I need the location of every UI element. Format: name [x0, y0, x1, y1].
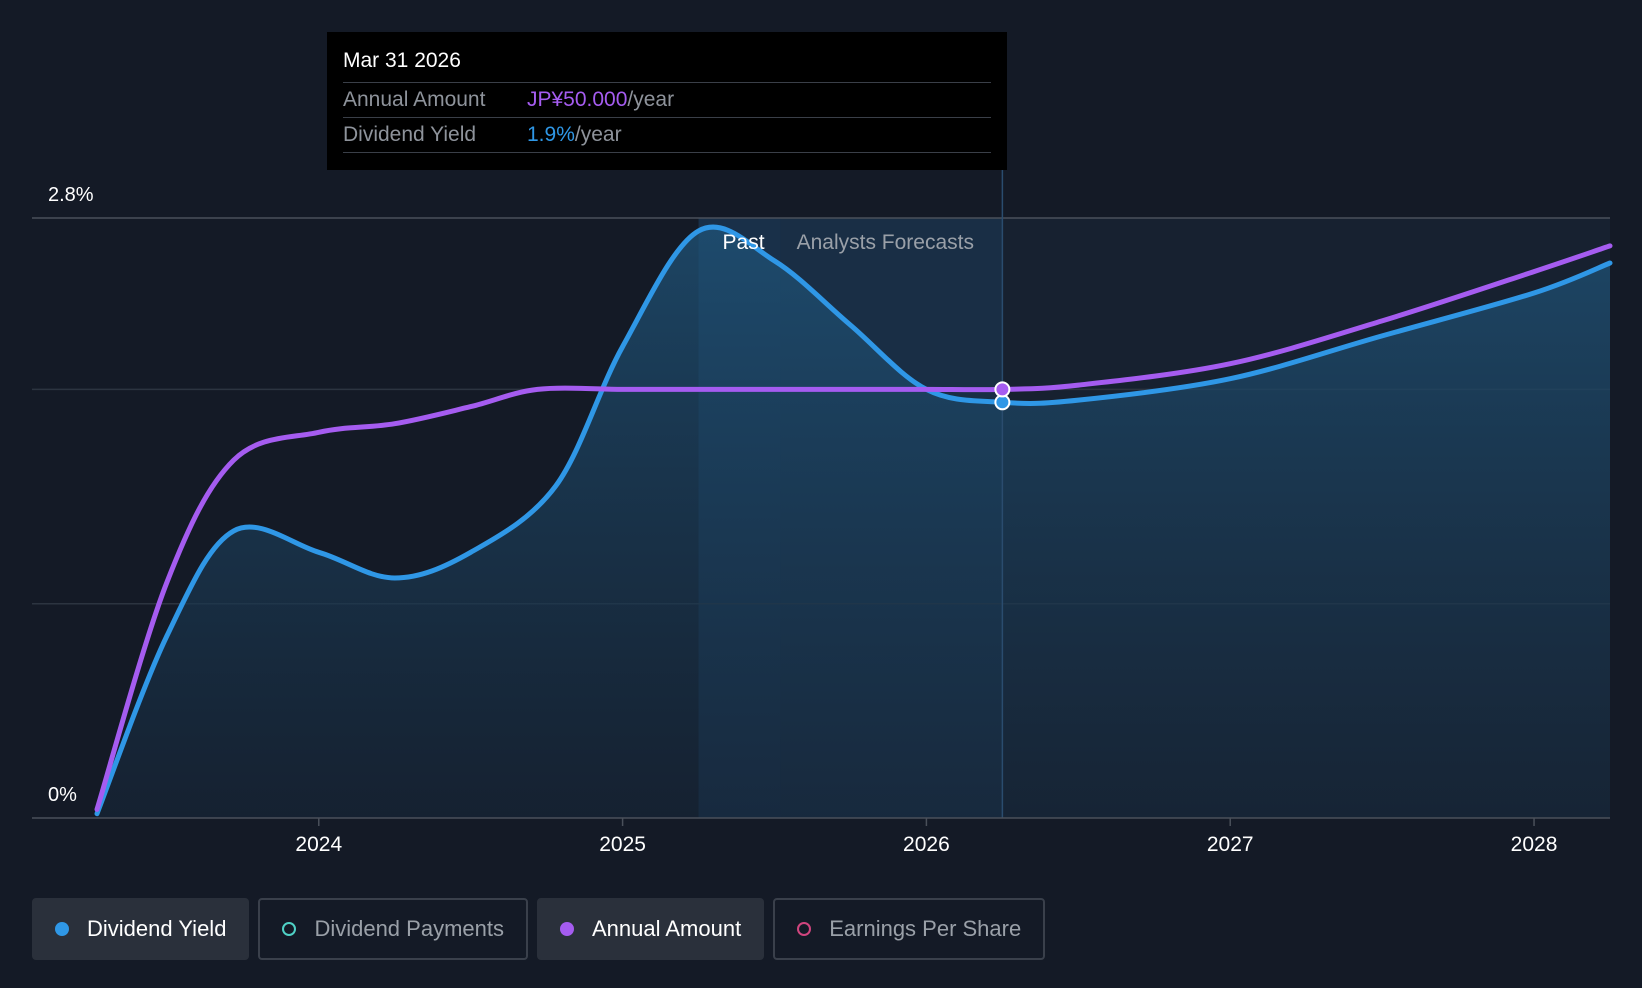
dividend-payments-ring-icon — [282, 922, 297, 936]
legend-earnings-per-share[interactable]: Earnings Per Share — [773, 898, 1046, 960]
x-tick-label: 2028 — [1511, 833, 1558, 856]
tooltip-yield-row: Dividend Yield 1.9% /year — [343, 118, 991, 153]
x-tick-label: 2024 — [295, 833, 342, 856]
legend: Dividend Yield Dividend Payments Annual … — [32, 898, 1046, 960]
tooltip-annual-value: JP¥50.000 — [527, 88, 628, 111]
tooltip-yield-value: 1.9% — [527, 123, 575, 146]
earnings-per-share-ring-icon — [797, 922, 812, 936]
legend-label: Dividend Payments — [314, 916, 504, 941]
x-axis: 2024 2025 2026 2027 2028 — [32, 817, 1610, 856]
annual-amount-marker — [994, 381, 1011, 398]
dividend-yield-line — [94, 224, 1613, 817]
tooltip-annual-label: Annual Amount — [343, 88, 486, 111]
tooltip-annual-unit: /year — [627, 88, 675, 111]
y-tick-label-top: 2.8% — [48, 184, 94, 206]
x-tick-label: 2027 — [1207, 833, 1254, 856]
y-tick-label-zero: 0% — [48, 784, 77, 806]
legend-label: Dividend Yield — [87, 916, 227, 941]
forecast-label: Analysts Forecasts — [797, 231, 974, 254]
tooltip-date: Mar 31 2026 — [343, 46, 991, 83]
annual-amount-line — [94, 243, 1613, 812]
legend-label: Annual Amount — [591, 916, 742, 941]
dividend-yield-dot-icon — [55, 922, 69, 936]
annual-amount-dot-icon — [559, 922, 574, 936]
legend-dividend-yield[interactable]: Dividend Yield — [32, 898, 250, 960]
x-tick-label: 2026 — [903, 833, 950, 856]
legend-label: Earnings Per Share — [829, 916, 1022, 941]
legend-dividend-payments[interactable]: Dividend Payments — [258, 898, 528, 960]
past-label: Past — [723, 231, 765, 254]
tooltip-yield-unit: /year — [574, 123, 622, 146]
x-tick-label: 2025 — [599, 833, 646, 856]
tooltip-annual-row: Annual Amount JP¥50.000 /year — [343, 83, 991, 118]
legend-annual-amount[interactable]: Annual Amount — [536, 898, 765, 960]
tooltip-yield-label: Dividend Yield — [343, 123, 477, 146]
dividend-yield-area — [97, 227, 1610, 818]
tooltip: Mar 31 2026 Annual Amount JP¥50.000 /yea… — [327, 32, 1007, 170]
hover-markers — [994, 381, 1011, 411]
y-axis: 2.8% 0% — [48, 184, 94, 806]
